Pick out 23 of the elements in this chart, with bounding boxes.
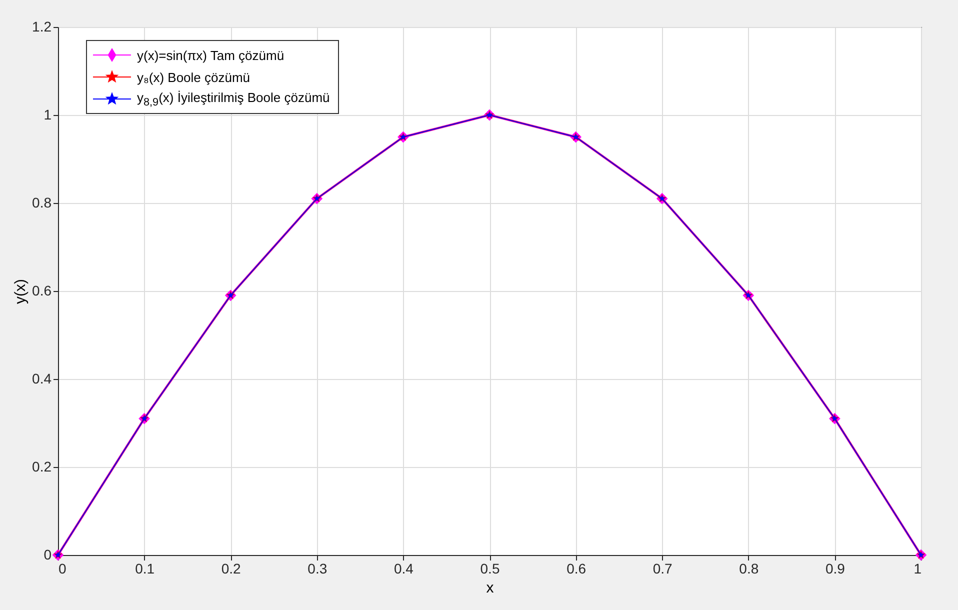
x-tick-label: 0.2: [221, 560, 242, 576]
y-tick-label: 0.4: [32, 370, 52, 386]
legend-label: y$_{8,9}$(x) İyileştirilmiş Boole çözümü: [137, 90, 330, 108]
x-tick-label: 1: [914, 560, 922, 576]
x-tick-label: 0.6: [566, 560, 586, 576]
y-tick-label: 1: [44, 106, 52, 122]
x-tick-label: 0.8: [739, 560, 759, 576]
x-tick-label: 0.3: [308, 560, 328, 576]
x-axis-title: x: [486, 580, 494, 596]
y-axis-title: y(x): [12, 279, 30, 304]
y-tick-label: 0.8: [32, 194, 52, 210]
x-tick-label: 0.5: [480, 560, 500, 576]
y-tick-label: 0.6: [32, 282, 52, 298]
legend-label: y(x)=sin(πx) Tam çözümü: [137, 48, 284, 62]
y-tick-label: 0: [44, 546, 52, 562]
x-tick-label: 0.9: [825, 560, 846, 576]
x-tick-label: 0: [58, 560, 66, 576]
x-tick-label: 0.1: [135, 560, 155, 576]
legend-label: y₈(x) Boole çözümü: [137, 70, 250, 84]
y-tick-label: 1.2: [32, 18, 52, 34]
y-tick-label: 0.2: [32, 458, 52, 474]
x-tick-label: 0.4: [394, 560, 414, 576]
x-tick-label: 0.7: [652, 560, 673, 576]
